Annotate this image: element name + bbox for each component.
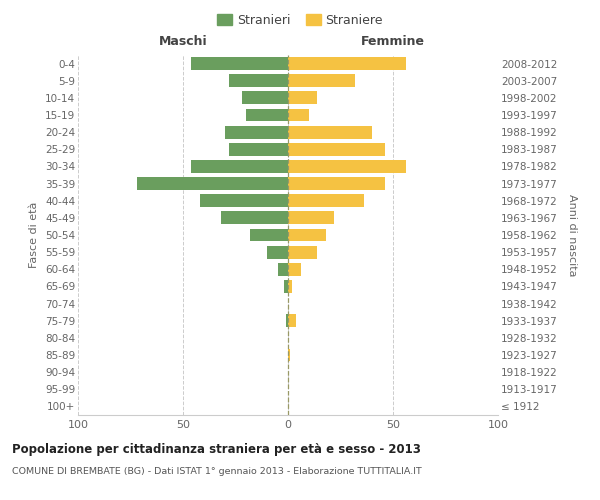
Bar xyxy=(229,74,288,87)
Text: Maschi: Maschi xyxy=(158,35,208,48)
Bar xyxy=(137,177,288,190)
Text: Popolazione per cittadinanza straniera per età e sesso - 2013: Popolazione per cittadinanza straniera p… xyxy=(12,442,421,456)
Bar xyxy=(288,92,317,104)
Bar xyxy=(191,57,288,70)
Bar xyxy=(288,314,296,327)
Bar xyxy=(288,126,372,138)
Bar xyxy=(288,74,355,87)
Legend: Stranieri, Straniere: Stranieri, Straniere xyxy=(212,8,388,32)
Bar xyxy=(288,348,290,362)
Bar xyxy=(200,194,288,207)
Bar xyxy=(242,92,288,104)
Bar xyxy=(284,280,288,293)
Bar xyxy=(191,160,288,173)
Bar xyxy=(288,228,326,241)
Bar xyxy=(288,194,364,207)
Bar xyxy=(288,57,406,70)
Bar xyxy=(288,160,406,173)
Bar xyxy=(288,143,385,156)
Bar xyxy=(288,263,301,276)
Text: COMUNE DI BREMBATE (BG) - Dati ISTAT 1° gennaio 2013 - Elaborazione TUTTITALIA.I: COMUNE DI BREMBATE (BG) - Dati ISTAT 1° … xyxy=(12,468,422,476)
Bar xyxy=(246,108,288,122)
Bar xyxy=(288,177,385,190)
Bar xyxy=(288,246,317,258)
Bar xyxy=(288,108,309,122)
Bar xyxy=(267,246,288,258)
Bar xyxy=(288,280,292,293)
Bar xyxy=(288,212,334,224)
Text: Femmine: Femmine xyxy=(361,35,425,48)
Bar xyxy=(221,212,288,224)
Bar xyxy=(277,263,288,276)
Bar xyxy=(250,228,288,241)
Bar xyxy=(286,314,288,327)
Bar xyxy=(229,143,288,156)
Y-axis label: Anni di nascita: Anni di nascita xyxy=(567,194,577,276)
Y-axis label: Fasce di età: Fasce di età xyxy=(29,202,40,268)
Bar xyxy=(225,126,288,138)
